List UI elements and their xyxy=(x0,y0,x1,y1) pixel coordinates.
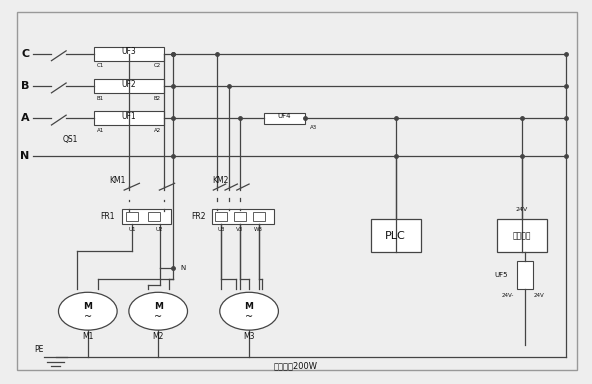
Text: B2: B2 xyxy=(154,96,161,101)
Text: U1: U1 xyxy=(128,227,136,232)
Text: QS1: QS1 xyxy=(63,134,78,144)
Text: M: M xyxy=(154,302,163,311)
Text: W3: W3 xyxy=(254,227,263,232)
Text: A1: A1 xyxy=(96,128,104,133)
Text: C: C xyxy=(21,49,29,59)
Text: FR2: FR2 xyxy=(191,212,205,221)
Text: V3: V3 xyxy=(236,227,244,232)
Bar xyxy=(94,111,164,126)
Text: 24V: 24V xyxy=(516,207,528,212)
Text: M3: M3 xyxy=(243,333,255,341)
Text: KM1: KM1 xyxy=(110,176,126,185)
Text: 24V: 24V xyxy=(534,293,545,298)
Text: UF1: UF1 xyxy=(121,112,136,121)
Bar xyxy=(234,212,246,221)
Text: B1: B1 xyxy=(96,96,104,101)
Text: UF5: UF5 xyxy=(494,272,508,278)
Text: C2: C2 xyxy=(154,63,161,68)
Text: A2: A2 xyxy=(154,128,161,133)
Bar xyxy=(94,47,164,61)
Text: U2: U2 xyxy=(156,227,163,232)
Circle shape xyxy=(220,292,278,330)
Text: UF4: UF4 xyxy=(278,113,291,119)
Bar xyxy=(148,212,160,221)
Text: M: M xyxy=(83,302,92,311)
Text: ~: ~ xyxy=(154,312,162,322)
Bar xyxy=(94,79,164,93)
Bar xyxy=(516,261,533,290)
Text: UF3: UF3 xyxy=(121,48,136,56)
Text: 24V-: 24V- xyxy=(502,293,514,298)
Bar xyxy=(371,219,421,252)
Text: N: N xyxy=(21,151,30,161)
Text: M: M xyxy=(244,302,253,311)
Circle shape xyxy=(59,292,117,330)
Bar xyxy=(497,219,546,252)
Text: A: A xyxy=(21,113,30,123)
Text: PE: PE xyxy=(34,344,44,354)
Text: U3: U3 xyxy=(217,227,225,232)
Text: M1: M1 xyxy=(82,333,94,341)
Text: A3: A3 xyxy=(310,125,317,130)
Circle shape xyxy=(129,292,188,330)
Text: PLC: PLC xyxy=(385,230,406,240)
Text: M2: M2 xyxy=(153,333,164,341)
Text: KM2: KM2 xyxy=(212,176,229,185)
Text: 直流电源: 直流电源 xyxy=(513,231,531,240)
Bar xyxy=(121,209,171,224)
Bar xyxy=(215,212,227,221)
Text: ~: ~ xyxy=(245,312,253,322)
Text: UF2: UF2 xyxy=(121,79,136,89)
Bar xyxy=(253,212,265,221)
Text: C1: C1 xyxy=(96,63,104,68)
Bar xyxy=(213,209,274,224)
Text: B: B xyxy=(21,81,29,91)
Text: ~: ~ xyxy=(83,312,92,322)
Text: 低速电机200W: 低速电机200W xyxy=(274,362,318,371)
Text: FR1: FR1 xyxy=(100,212,114,221)
Bar xyxy=(126,212,138,221)
Text: N: N xyxy=(180,265,185,271)
Bar xyxy=(264,113,305,124)
